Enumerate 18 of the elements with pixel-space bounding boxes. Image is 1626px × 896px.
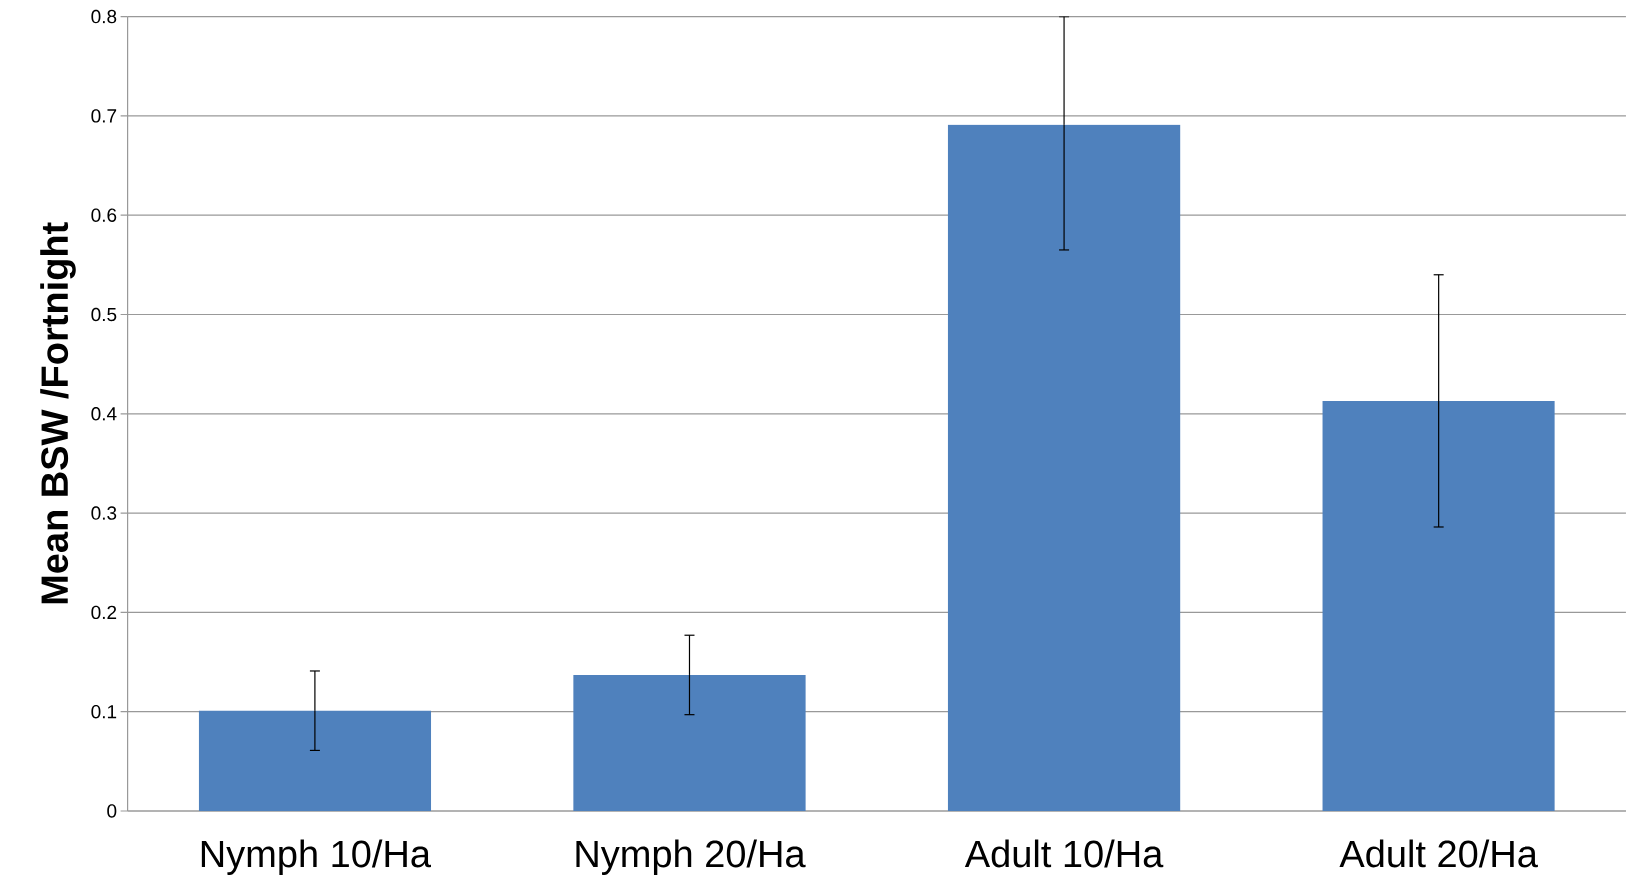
y-tick-label: 0.4 (91, 407, 117, 421)
x-tick-label: Adult 20/Ha (1339, 839, 1538, 868)
bar (198, 710, 432, 811)
y-tick-label: 0.1 (91, 704, 117, 719)
y-tick-label: 0.8 (91, 9, 117, 24)
y-tick-label: 0.7 (91, 109, 117, 123)
bar (573, 674, 806, 811)
y-tick-label: 0.6 (91, 208, 117, 222)
x-tick-label: Nymph 10/Ha (201, 839, 431, 875)
bar (947, 124, 1181, 811)
y-tick-label: 0.2 (91, 605, 117, 620)
y-tick-label: 0.3 (91, 506, 117, 520)
x-tick-label: Nymph 20/Ha (576, 839, 806, 875)
x-tick-label: Adult 10/Ha (964, 839, 1164, 868)
y-axis-title: Mean BSW /Fortnight (40, 222, 76, 604)
y-tick-label: 0.5 (91, 307, 117, 322)
y-tick-label: 0 (107, 804, 117, 818)
bar (1322, 400, 1555, 811)
